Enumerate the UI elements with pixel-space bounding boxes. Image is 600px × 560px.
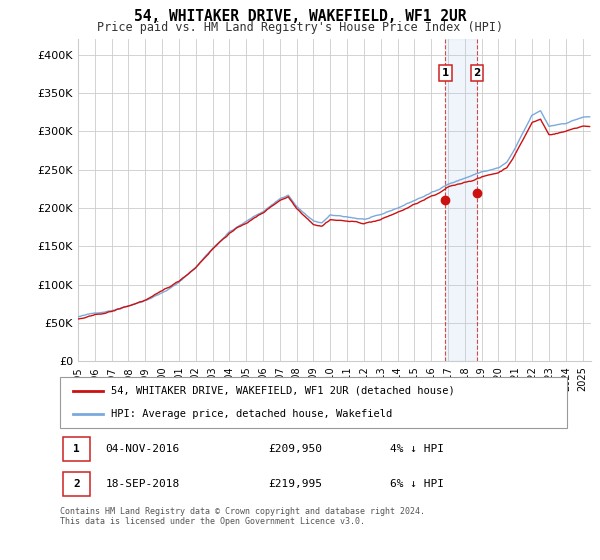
Bar xyxy=(445,39,477,361)
Text: 54, WHITAKER DRIVE, WAKEFIELD, WF1 2UR (detached house): 54, WHITAKER DRIVE, WAKEFIELD, WF1 2UR (… xyxy=(111,386,454,396)
Text: 1: 1 xyxy=(73,444,80,454)
Text: HPI: Average price, detached house, Wakefield: HPI: Average price, detached house, Wake… xyxy=(111,409,392,419)
Text: 6% ↓ HPI: 6% ↓ HPI xyxy=(389,479,443,489)
Text: 18-SEP-2018: 18-SEP-2018 xyxy=(106,479,180,489)
Text: 2: 2 xyxy=(73,479,80,489)
FancyBboxPatch shape xyxy=(60,377,567,428)
Text: Contains HM Land Registry data © Crown copyright and database right 2024.
This d: Contains HM Land Registry data © Crown c… xyxy=(60,507,425,526)
FancyBboxPatch shape xyxy=(62,472,91,496)
Text: 2: 2 xyxy=(473,68,481,78)
FancyBboxPatch shape xyxy=(62,437,91,460)
Text: 1: 1 xyxy=(442,68,449,78)
Text: £209,950: £209,950 xyxy=(268,444,322,454)
Text: 54, WHITAKER DRIVE, WAKEFIELD, WF1 2UR: 54, WHITAKER DRIVE, WAKEFIELD, WF1 2UR xyxy=(134,9,466,24)
Text: 4% ↓ HPI: 4% ↓ HPI xyxy=(389,444,443,454)
Text: 04-NOV-2016: 04-NOV-2016 xyxy=(106,444,180,454)
Text: £219,995: £219,995 xyxy=(268,479,322,489)
Text: Price paid vs. HM Land Registry's House Price Index (HPI): Price paid vs. HM Land Registry's House … xyxy=(97,21,503,34)
